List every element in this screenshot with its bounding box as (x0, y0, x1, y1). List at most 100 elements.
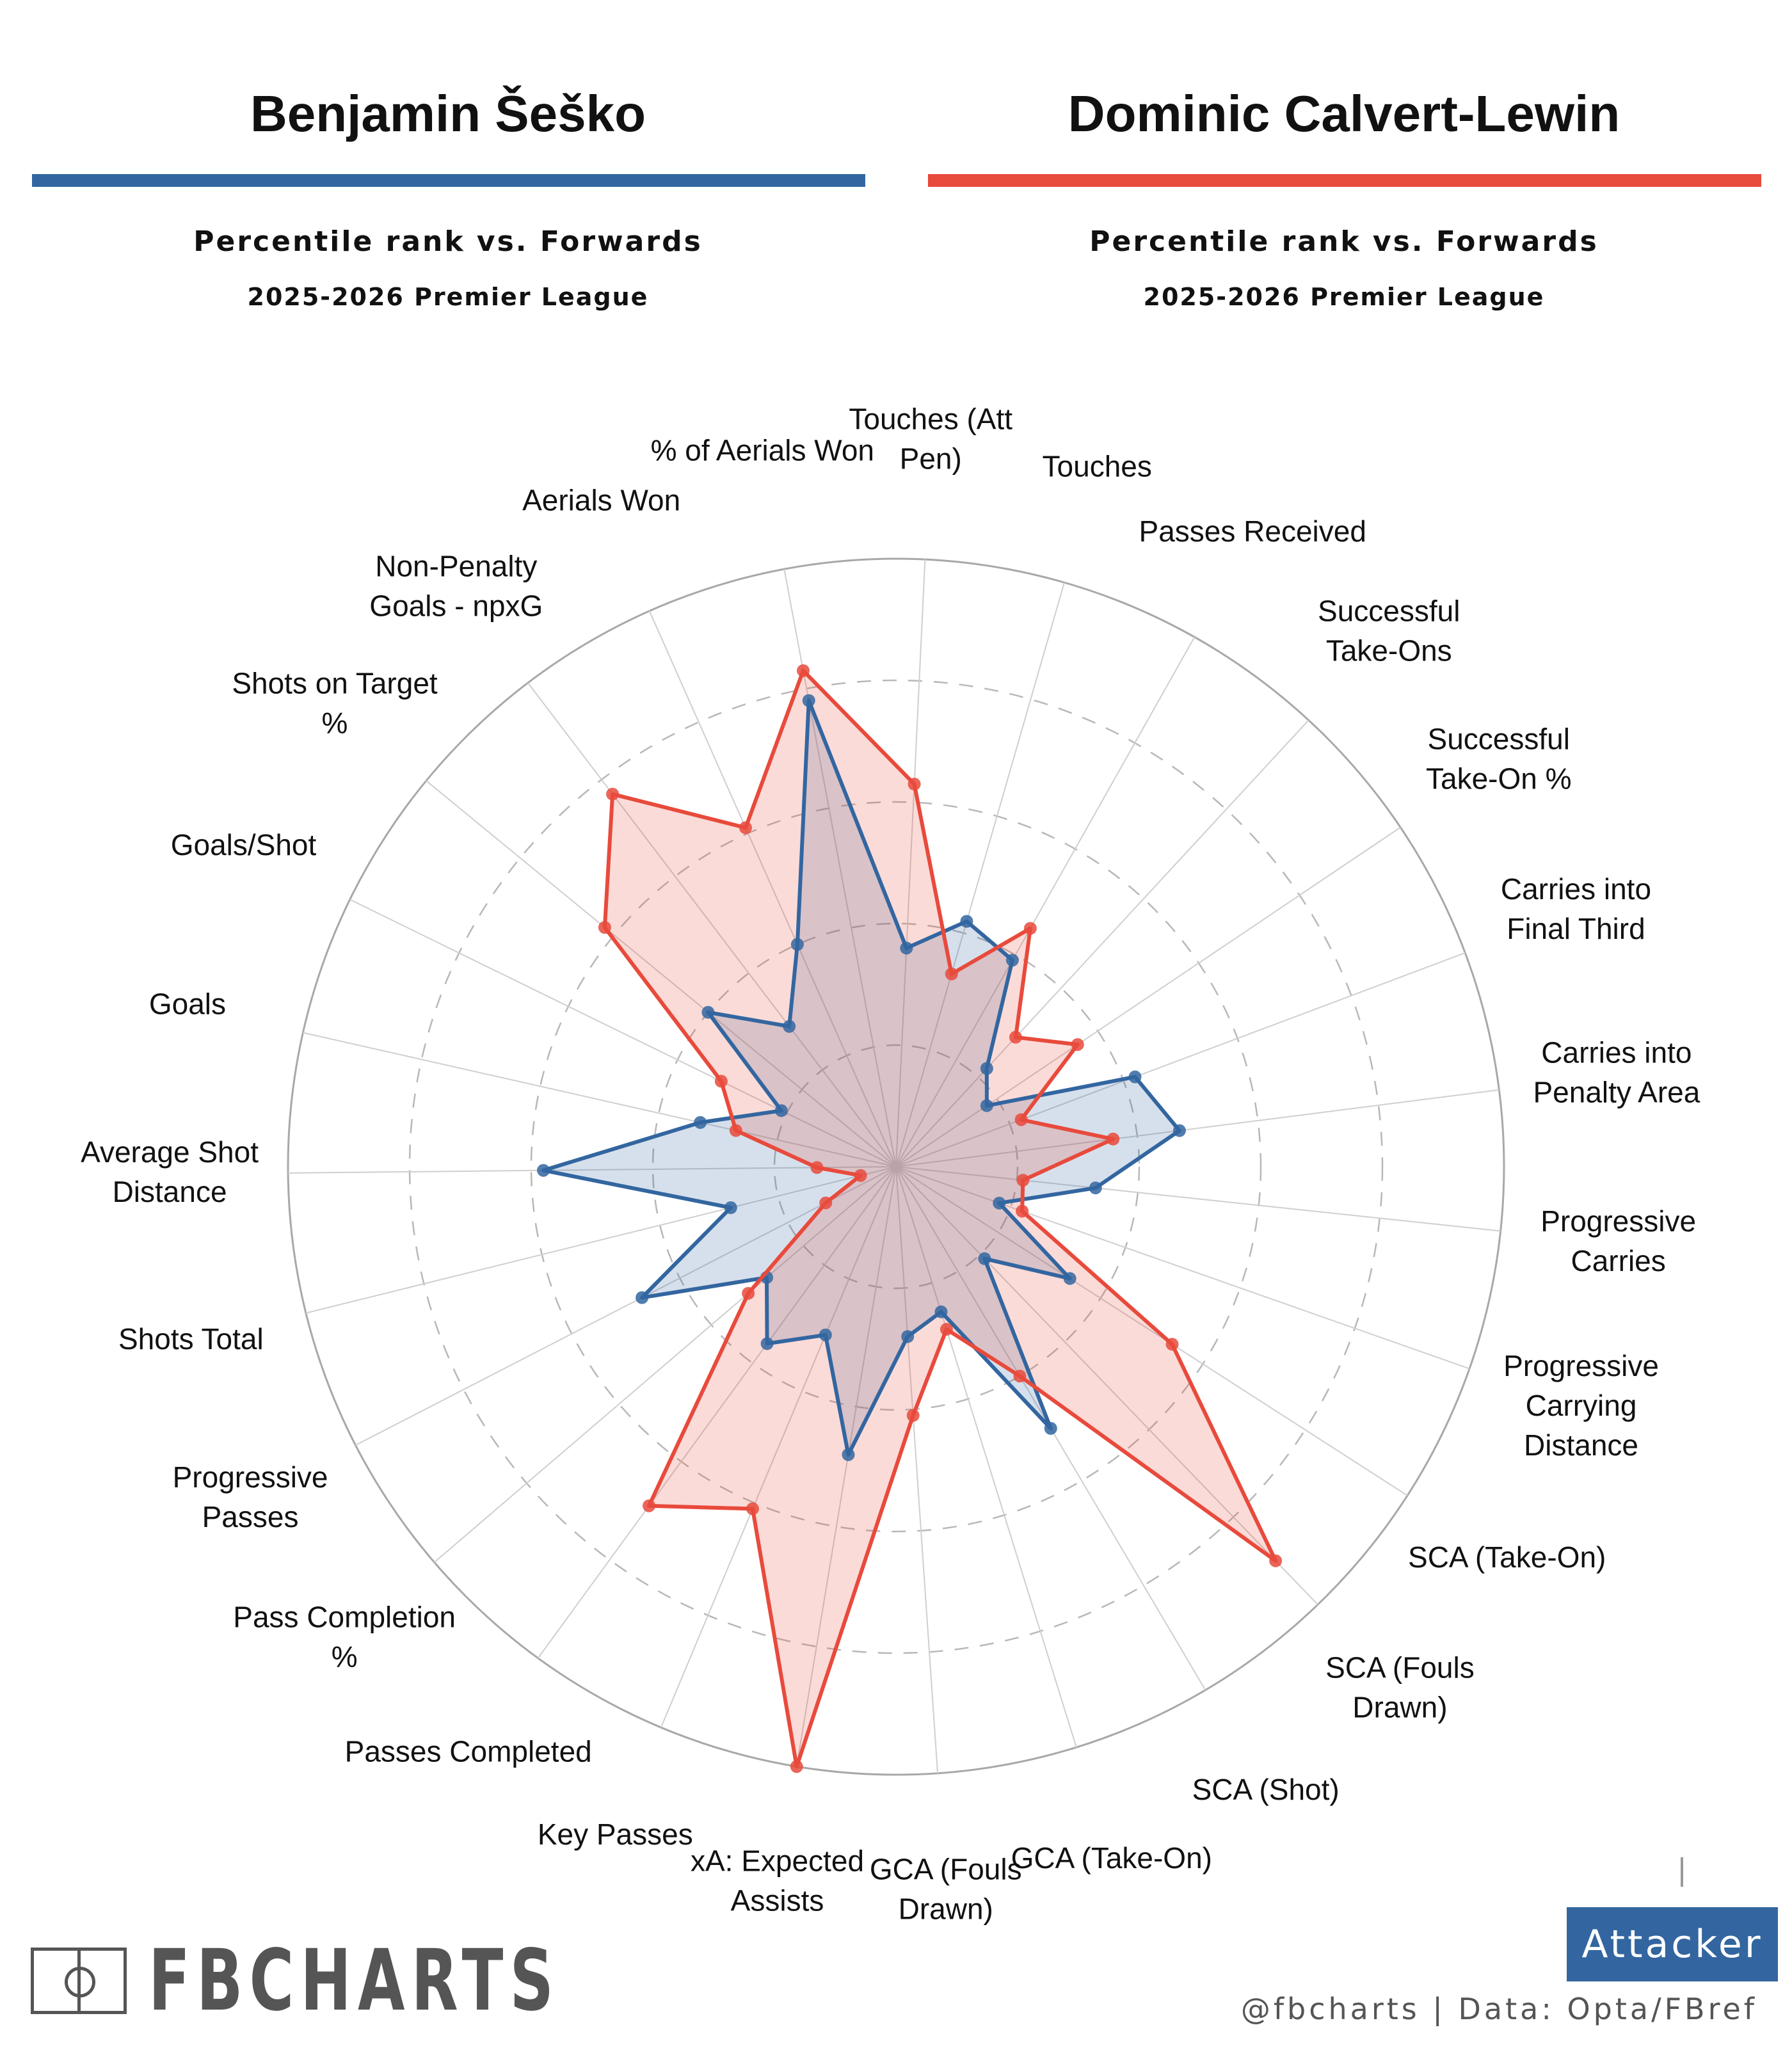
data-point-2 (1009, 1030, 1022, 1044)
data-point-2 (810, 1161, 824, 1174)
axis-label: Carries into Penalty Area (1533, 1036, 1700, 1109)
data-point-2 (746, 1502, 760, 1516)
data-point-2 (1016, 1174, 1030, 1187)
grid-ring-40 (652, 922, 1140, 1411)
axis-label: Progressive Passes (173, 1460, 328, 1533)
data-point-1 (1063, 1272, 1076, 1285)
player2-subtitle: Percentile rank vs. Forwards (1089, 225, 1599, 258)
axis-label: Non-Penalty Goals - npxG (369, 550, 543, 623)
spoke-line (895, 559, 926, 1167)
axis-label: Carries into Final Third (1501, 872, 1651, 945)
spoke-line (349, 899, 897, 1167)
series-line-1 (541, 698, 1181, 1457)
badge-tick (1681, 1857, 1683, 1887)
axis-label: Passes Completed (345, 1735, 592, 1768)
spoke-line (895, 1166, 1077, 1748)
axis-label: Touches (1043, 450, 1152, 483)
data-point-1 (783, 1020, 796, 1033)
axis-label: Goals/Shot (171, 828, 317, 861)
axis-label: Progressive Carries (1540, 1204, 1696, 1277)
data-point-2 (729, 1124, 742, 1137)
player1-subtitle: Percentile rank vs. Forwards (193, 225, 703, 258)
axis-label: Key Passes (538, 1818, 693, 1851)
data-point-2 (1107, 1132, 1120, 1146)
data-point-1 (960, 915, 973, 928)
data-point-1 (790, 938, 804, 951)
spoke-line (895, 1166, 1408, 1496)
data-point-2 (742, 1286, 755, 1300)
player1-name: Benjamin Šeško (250, 85, 646, 142)
spoke-line (355, 1166, 897, 1446)
data-point-2 (854, 1169, 867, 1182)
data-point-1 (1005, 954, 1019, 967)
spoke-line (305, 1166, 897, 1314)
data-point-1 (934, 1305, 948, 1318)
data-point-2 (643, 1499, 656, 1512)
data-point-2 (1071, 1038, 1084, 1052)
spoke-line (527, 682, 897, 1167)
spoke-line (895, 826, 1401, 1167)
data-point-2 (1016, 1204, 1029, 1218)
axis-label: GCA (Take-On) (1011, 1841, 1212, 1875)
axis-label: % of Aerials Won (651, 434, 874, 467)
data-point-2 (1014, 1113, 1028, 1126)
data-point-2 (598, 921, 611, 934)
grid-ring-20 (773, 1044, 1019, 1290)
data-point-1 (1044, 1421, 1057, 1435)
data-point-1 (1172, 1124, 1186, 1137)
spoke-line (895, 1166, 1318, 1605)
axis-labels: Touches (Att Pen) Touches Passes Received Su… (81, 402, 1700, 1925)
data-point-2 (714, 1075, 728, 1088)
player2-color-bar (928, 174, 1761, 187)
data-point-1 (980, 1099, 993, 1112)
data-point-1 (760, 1337, 774, 1350)
logo-text: FBCHARTS (148, 1932, 561, 2030)
axis-label: Progressive Carrying Distance (1503, 1349, 1659, 1462)
spoke-line (796, 1166, 897, 1767)
data-point-1 (993, 1196, 1006, 1210)
axis-label: Aerials Won (522, 484, 680, 517)
spoke-line (895, 636, 1196, 1167)
axis-label: Shots on Target% (232, 667, 438, 740)
player2-season: 2025-2026 Premier League (1143, 283, 1545, 311)
spoke-line (895, 582, 1065, 1167)
spoke-line (426, 780, 897, 1167)
data-point-1 (1128, 1070, 1142, 1084)
data-point-2 (739, 821, 752, 835)
axis-label: Goals (149, 988, 226, 1021)
axis-label: Pass Completion% (233, 1601, 456, 1674)
spoke-line (895, 719, 1309, 1167)
spoke-line (288, 1166, 897, 1174)
axis-label: Passes Received (1139, 515, 1366, 548)
data-point-2 (945, 967, 958, 980)
data-point-1 (636, 1291, 649, 1304)
data-point-2 (908, 778, 921, 791)
pitch-icon (31, 1948, 127, 2014)
axis-label: xA: Expected Assists (691, 1844, 864, 1917)
data-point-1 (842, 1448, 855, 1461)
player2-name: Dominic Calvert-Lewin (1068, 85, 1620, 142)
axis-label: SCA (Shot) (1192, 1773, 1340, 1806)
data-point-1 (819, 1328, 832, 1341)
axis-label: Average Shot Distance (81, 1135, 259, 1208)
axis-label: SCA (Take-On) (1408, 1540, 1606, 1574)
grid-ring-80 (408, 679, 1384, 1654)
spoke-line (433, 1166, 897, 1563)
series-line-2 (602, 668, 1278, 1769)
data-point-1 (774, 1104, 788, 1117)
data-point-1 (1089, 1181, 1102, 1195)
role-badge: Attacker (1567, 1907, 1778, 1981)
data-point-2 (906, 1409, 920, 1422)
data-point-2 (819, 1196, 833, 1210)
data-point-2 (1013, 1370, 1027, 1383)
data-point-1 (694, 1116, 707, 1129)
axis-label: SCA (Fouls Drawn) (1325, 1651, 1475, 1724)
fbcharts-logo: FBCHARTS (31, 1932, 720, 2030)
spoke-line (648, 611, 897, 1167)
grid-ring-100 (287, 557, 1505, 1776)
axis-label: Touches (Att Pen) (849, 402, 1012, 475)
axis-label: Shots Total (118, 1322, 264, 1356)
data-point-2 (606, 787, 620, 801)
data-point-1 (900, 941, 913, 955)
data-point-2 (790, 1760, 803, 1773)
